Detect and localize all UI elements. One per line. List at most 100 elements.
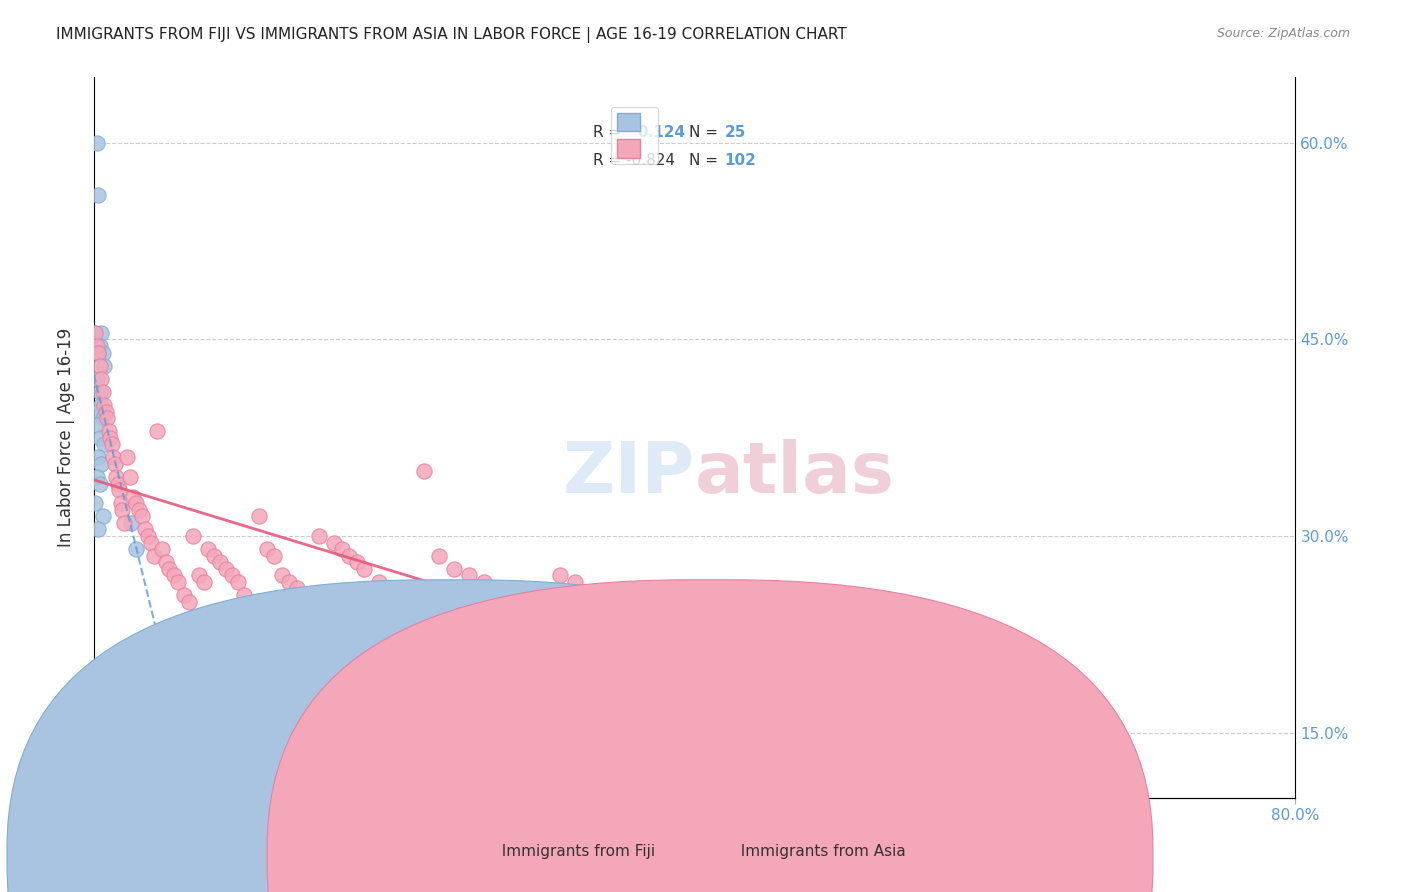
- Point: [97, 424, 120, 438]
- Point: [578, 588, 600, 602]
- Point: [474, 574, 496, 589]
- Point: [91, 411, 114, 425]
- Point: [209, 555, 232, 569]
- Point: [503, 588, 526, 602]
- Point: [86, 136, 108, 150]
- Point: [87, 523, 110, 537]
- Point: [278, 574, 301, 589]
- Point: [87, 345, 110, 359]
- Point: [134, 523, 156, 537]
- Point: [91, 345, 114, 359]
- Point: [233, 588, 256, 602]
- Point: [131, 509, 153, 524]
- Point: [908, 752, 931, 766]
- Point: [101, 437, 124, 451]
- Point: [110, 496, 132, 510]
- Point: [285, 582, 308, 596]
- Point: [488, 582, 510, 596]
- Point: [104, 457, 127, 471]
- Point: [609, 607, 631, 622]
- Point: [202, 549, 225, 563]
- Point: [84, 496, 107, 510]
- Point: [789, 680, 811, 694]
- Point: [105, 470, 128, 484]
- Point: [247, 509, 270, 524]
- Point: [593, 601, 616, 615]
- Point: [226, 574, 249, 589]
- Text: N =: N =: [689, 125, 717, 140]
- Point: [879, 745, 901, 759]
- Point: [308, 529, 330, 543]
- Point: [86, 339, 108, 353]
- Point: [548, 568, 571, 582]
- Point: [382, 588, 405, 602]
- Point: [849, 660, 872, 674]
- Point: [111, 503, 134, 517]
- Text: 102: 102: [724, 153, 756, 169]
- Point: [413, 463, 436, 477]
- Point: [121, 516, 143, 530]
- Point: [713, 660, 735, 674]
- Point: [346, 555, 368, 569]
- Point: [93, 437, 115, 451]
- Point: [368, 574, 391, 589]
- Point: [125, 542, 148, 557]
- Point: [668, 640, 690, 655]
- Point: [773, 666, 796, 681]
- Point: [818, 706, 841, 720]
- Point: [744, 680, 766, 694]
- Point: [96, 411, 118, 425]
- Point: [89, 359, 111, 373]
- Point: [323, 535, 346, 549]
- Point: [128, 503, 150, 517]
- Point: [108, 483, 131, 498]
- Point: [173, 588, 195, 602]
- Point: [91, 384, 114, 399]
- Point: [699, 653, 721, 667]
- Point: [162, 568, 184, 582]
- Point: [221, 568, 243, 582]
- Point: [193, 574, 215, 589]
- Point: [84, 326, 107, 340]
- Point: [90, 372, 112, 386]
- Text: Immigrants from Fiji: Immigrants from Fiji: [492, 845, 655, 859]
- Point: [181, 529, 204, 543]
- Text: 0.124: 0.124: [637, 125, 685, 140]
- Point: [197, 542, 219, 557]
- Point: [638, 621, 661, 635]
- Point: [458, 568, 481, 582]
- Text: ZIP: ZIP: [562, 439, 695, 508]
- Point: [623, 614, 645, 628]
- Point: [89, 384, 111, 399]
- Point: [443, 562, 465, 576]
- Point: [533, 607, 555, 622]
- Point: [90, 398, 112, 412]
- Legend: , : ,: [612, 107, 658, 164]
- Point: [136, 529, 159, 543]
- Point: [834, 719, 856, 733]
- Point: [103, 450, 125, 465]
- Text: R = -0.824: R = -0.824: [592, 153, 675, 169]
- Point: [894, 758, 917, 772]
- Point: [564, 574, 586, 589]
- Text: atlas: atlas: [695, 439, 894, 508]
- Point: [155, 555, 177, 569]
- Text: N =: N =: [689, 153, 717, 169]
- Point: [90, 457, 112, 471]
- Point: [519, 601, 541, 615]
- Point: [89, 339, 111, 353]
- Point: [107, 476, 129, 491]
- Point: [654, 633, 676, 648]
- Point: [167, 574, 190, 589]
- Point: [863, 732, 886, 747]
- Point: [683, 582, 706, 596]
- Point: [86, 470, 108, 484]
- Point: [804, 693, 827, 707]
- Point: [86, 372, 108, 386]
- Text: Source: ZipAtlas.com: Source: ZipAtlas.com: [1216, 27, 1350, 40]
- Point: [263, 549, 285, 563]
- Point: [270, 568, 292, 582]
- Point: [93, 398, 115, 412]
- Point: [87, 188, 110, 202]
- Point: [84, 326, 107, 340]
